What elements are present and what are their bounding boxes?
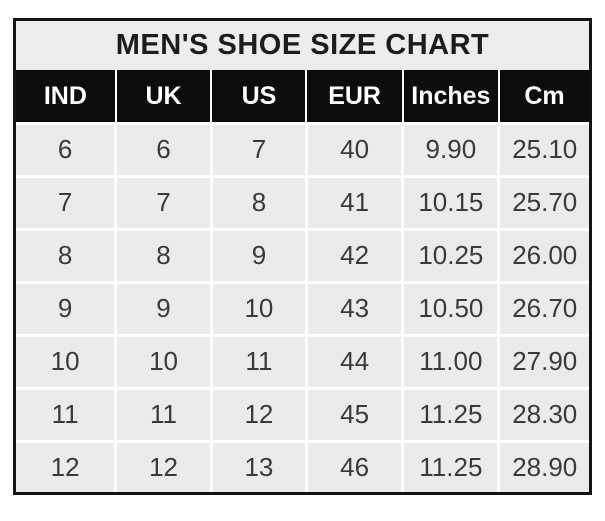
- cell-ind: 9: [16, 280, 116, 336]
- column-header-us: US: [210, 70, 307, 124]
- table-row: 7 7 8 41 10.15 25.70: [16, 174, 589, 230]
- cell-inches: 10.50: [401, 280, 499, 336]
- cell-us: 9: [209, 227, 307, 283]
- cell-us: 12: [209, 386, 307, 442]
- cell-inches: 10.25: [401, 227, 499, 283]
- cell-uk: 11: [114, 386, 212, 442]
- cell-ind: 10: [16, 333, 116, 389]
- cell-uk: 12: [114, 439, 212, 492]
- cell-us: 11: [209, 333, 307, 389]
- cell-eur: 43: [304, 280, 403, 336]
- cell-cm: 27.90: [497, 333, 589, 389]
- column-header-eur: EUR: [305, 70, 403, 124]
- column-header-cm: Cm: [497, 70, 589, 124]
- cell-uk: 9: [114, 280, 212, 336]
- column-header-inches: Inches: [401, 70, 499, 124]
- cell-cm: 26.00: [497, 227, 589, 283]
- table-row: 9 9 10 43 10.50 26.70: [16, 280, 589, 336]
- cell-cm: 26.70: [497, 280, 589, 336]
- cell-us: 8: [209, 174, 307, 230]
- title-row: MEN'S SHOE SIZE CHART: [16, 21, 589, 70]
- cell-uk: 8: [114, 227, 212, 283]
- shoe-size-chart-frame: MEN'S SHOE SIZE CHART IND UK US EUR Inches Cm…: [13, 18, 592, 495]
- cell-inches: 10.15: [401, 174, 499, 230]
- cell-inches: 11.25: [401, 386, 499, 442]
- column-header-ind: IND: [16, 70, 116, 124]
- chart-title: MEN'S SHOE SIZE CHART: [16, 21, 589, 70]
- cell-us: 10: [209, 280, 307, 336]
- table-body: 6 6 7 40 9.90 25.10 7 7 8 41 10.15 25.70 8 8 9 42 10.25 2…: [16, 122, 589, 492]
- cell-us: 13: [209, 439, 307, 492]
- table-row: 6 6 7 40 9.90 25.10: [16, 122, 589, 177]
- cell-inches: 9.90: [401, 122, 499, 177]
- table-row: 10 10 11 44 11.00 27.90: [16, 333, 589, 389]
- header-row: IND UK US EUR Inches Cm: [16, 70, 589, 124]
- cell-ind: 11: [16, 386, 116, 442]
- cell-eur: 46: [304, 439, 403, 492]
- cell-eur: 44: [304, 333, 403, 389]
- table-row: 11 11 12 45 11.25 28.30: [16, 386, 589, 442]
- table-row: 12 12 13 46 11.25 28.90: [16, 439, 589, 492]
- cell-ind: 8: [16, 227, 116, 283]
- column-header-uk: UK: [114, 70, 212, 124]
- cell-ind: 12: [16, 439, 116, 492]
- cell-eur: 45: [304, 386, 403, 442]
- table-row: 8 8 9 42 10.25 26.00: [16, 227, 589, 283]
- shoe-size-table: MEN'S SHOE SIZE CHART IND UK US EUR Inches Cm…: [16, 21, 589, 492]
- cell-cm: 28.90: [497, 439, 589, 492]
- cell-cm: 28.30: [497, 386, 589, 442]
- cell-ind: 6: [16, 122, 116, 177]
- cell-uk: 6: [114, 122, 212, 177]
- cell-cm: 25.70: [497, 174, 589, 230]
- cell-eur: 41: [304, 174, 403, 230]
- cell-us: 7: [209, 122, 307, 177]
- cell-uk: 7: [114, 174, 212, 230]
- cell-cm: 25.10: [497, 122, 589, 177]
- cell-uk: 10: [114, 333, 212, 389]
- cell-inches: 11.25: [401, 439, 499, 492]
- cell-inches: 11.00: [401, 333, 499, 389]
- cell-ind: 7: [16, 174, 116, 230]
- cell-eur: 40: [304, 122, 403, 177]
- cell-eur: 42: [304, 227, 403, 283]
